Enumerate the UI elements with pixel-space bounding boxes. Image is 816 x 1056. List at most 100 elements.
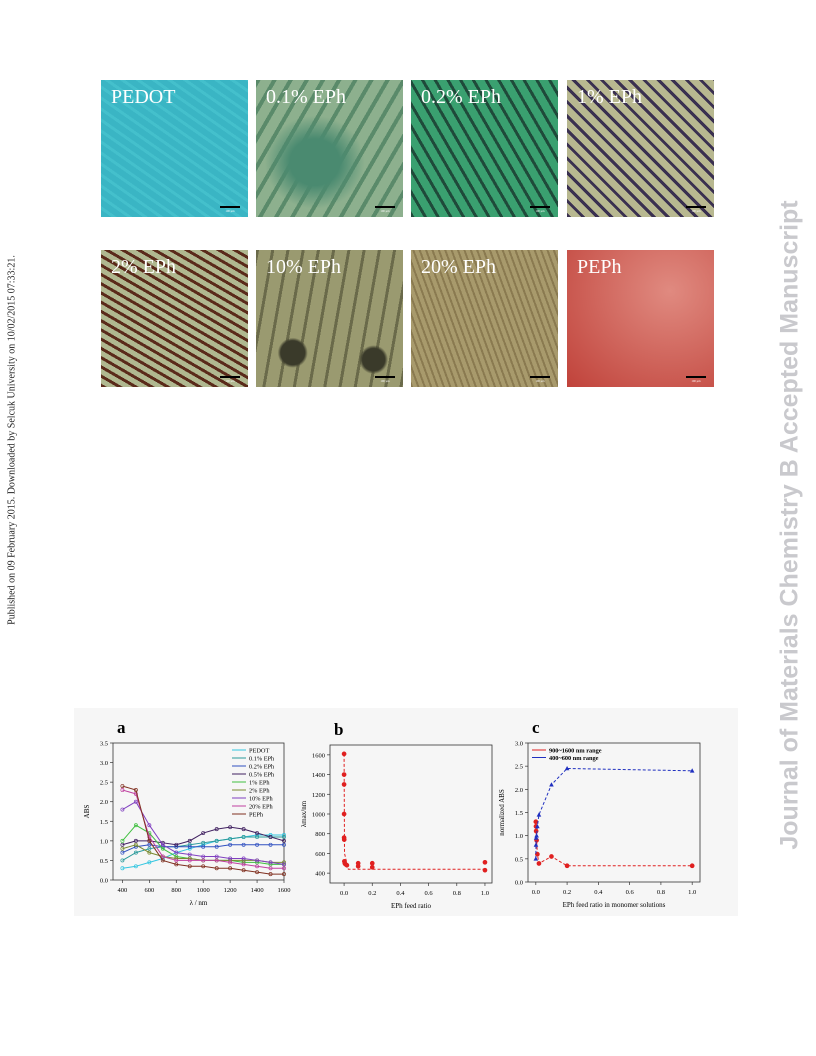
marker: [120, 784, 125, 789]
marker: [133, 788, 138, 792]
micrograph-label: 10% EPh: [266, 256, 341, 278]
marker: [201, 858, 206, 863]
marker: [536, 861, 542, 866]
y-tick-label: 3.0: [100, 760, 108, 767]
marker: [228, 836, 233, 841]
marker: [201, 864, 206, 869]
micrograph: 20% EPh 100 μm: [411, 250, 558, 387]
marker: [241, 834, 246, 839]
panel-label: a: [117, 718, 126, 737]
marker: [133, 823, 138, 828]
marker: [282, 842, 286, 847]
marker: [228, 856, 233, 861]
marker: [174, 842, 179, 847]
x-tick-label: 600: [144, 887, 154, 894]
marker: [282, 862, 286, 867]
marker: [241, 827, 246, 832]
micrograph-label: 0.2% EPh: [421, 86, 501, 108]
marker: [133, 838, 138, 843]
legend-label: 1% EPh: [249, 779, 270, 786]
x-tick-label: 0.2: [368, 890, 376, 897]
y-tick-label: 1400: [312, 772, 325, 779]
legend-label: 0.5% EPh: [249, 771, 275, 778]
series-line: [535, 767, 693, 859]
series-line: [122, 801, 285, 865]
marker: [533, 828, 539, 834]
marker: [147, 838, 152, 843]
legend-label: 0.2% EPh: [249, 763, 275, 770]
micrograph-label: 20% EPh: [421, 256, 496, 278]
axes-frame: [112, 742, 285, 881]
marker: [147, 850, 152, 855]
marker: [147, 823, 152, 828]
marker: [120, 866, 125, 871]
marker: [533, 842, 539, 847]
panel-label: b: [334, 720, 343, 739]
y-tick-label: 1.5: [515, 810, 523, 817]
legend-label: 400~600 nm range: [549, 755, 599, 762]
marker: [268, 872, 273, 877]
x-tick-label: 0.2: [563, 889, 571, 896]
y-axis-label: λmax/nm: [300, 800, 308, 827]
marker: [482, 859, 488, 865]
marker: [228, 842, 233, 847]
x-tick-label: 1600: [278, 887, 291, 894]
micrograph: 2% EPh 100 μm: [101, 250, 248, 387]
x-tick-label: 1200: [224, 887, 237, 894]
y-tick-label: 0.5: [100, 858, 108, 865]
y-tick-label: 2.5: [100, 780, 108, 787]
x-axis-label: EPh feed ratio: [391, 902, 432, 910]
marker: [120, 850, 125, 855]
micrograph: 0.2% EPh 100 μm: [411, 80, 558, 217]
marker: [241, 862, 246, 867]
marker: [369, 864, 375, 870]
x-tick-label: 1.0: [481, 890, 489, 897]
marker: [282, 872, 286, 877]
marker: [174, 850, 179, 855]
scale-bar: 100 μm: [686, 376, 706, 383]
marker: [228, 860, 233, 865]
marker: [282, 838, 286, 843]
marker: [268, 834, 273, 839]
marker: [355, 863, 361, 869]
axes-frame: [527, 742, 701, 883]
marker: [214, 844, 219, 849]
y-axis-label: normalized ABS: [498, 789, 506, 836]
y-tick-label: 600: [315, 851, 325, 858]
marker: [133, 850, 138, 855]
y-tick-label: 0.0: [515, 880, 523, 887]
y-tick-label: 1000: [312, 812, 325, 819]
micrograph: 1% EPh 100 μm: [567, 80, 714, 217]
x-tick-label: 800: [171, 887, 181, 894]
marker: [214, 866, 219, 871]
marker: [120, 858, 125, 863]
legend-label: PEPh: [249, 811, 264, 818]
x-tick-label: 1400: [251, 887, 264, 894]
marker: [241, 868, 246, 873]
marker: [147, 846, 152, 851]
legend-label: 900~1600 nm range: [549, 747, 602, 754]
micrograph: 0.1% EPh 100 μm: [256, 80, 403, 217]
marker: [228, 825, 233, 830]
watermark: Journal of Materials Chemistry B Accepte…: [775, 200, 804, 850]
axes-frame: [329, 744, 493, 884]
marker: [147, 834, 152, 839]
y-tick-label: 1600: [312, 752, 325, 759]
x-tick-label: 0.4: [396, 890, 405, 897]
marker: [255, 831, 260, 835]
marker: [187, 838, 192, 843]
y-tick-label: 1.5: [100, 819, 108, 826]
marker: [160, 854, 165, 859]
marker: [564, 765, 570, 771]
legend-label: 20% EPh: [249, 803, 273, 810]
panel-label: c: [532, 718, 540, 737]
x-tick-label: 0.0: [532, 889, 540, 896]
micrograph-label: PEDOT: [111, 86, 176, 108]
marker: [133, 864, 138, 869]
marker: [255, 870, 260, 875]
marker: [147, 860, 152, 865]
marker: [228, 866, 233, 871]
marker: [255, 842, 260, 847]
marker: [133, 791, 138, 796]
